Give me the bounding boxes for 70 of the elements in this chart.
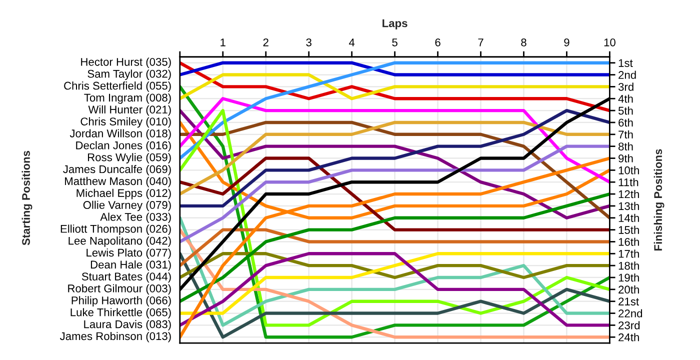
y-tick-label: 10th bbox=[618, 166, 639, 174]
series-label: Laura Davis (083) bbox=[84, 320, 171, 330]
y-tick-label: 3rd bbox=[618, 82, 634, 91]
series-label: Will Hunter (021) bbox=[88, 105, 171, 116]
y-tick-label: 20th bbox=[618, 285, 639, 294]
y-tick-label: 18th bbox=[618, 262, 639, 270]
line-series bbox=[180, 61, 610, 112]
y-tick-label: 8th bbox=[618, 142, 633, 150]
y-tick-label: 24th bbox=[618, 333, 639, 342]
series-label: Ross Wylie (059) bbox=[88, 153, 171, 164]
line-series bbox=[180, 120, 610, 196]
x-tick-label: 4 bbox=[348, 38, 355, 46]
y-tick-label: 15th bbox=[618, 226, 639, 234]
series-label: James Duncalfe (069) bbox=[63, 164, 171, 176]
series-label: Jordan Willson (018) bbox=[70, 129, 171, 140]
legend-title: Starting Positions bbox=[22, 150, 32, 246]
line-series bbox=[180, 156, 610, 232]
series-label: Alex Tee (033) bbox=[100, 212, 171, 224]
y-tick-label: 5th bbox=[618, 106, 633, 115]
line-series bbox=[180, 61, 610, 160]
line-series bbox=[180, 228, 610, 339]
line-series bbox=[180, 252, 610, 315]
y-tick-label: 16th bbox=[618, 238, 639, 246]
line-series bbox=[180, 192, 610, 303]
series-label: Dean Hale (031) bbox=[90, 260, 171, 271]
y-axis-title: Finishing Positions bbox=[654, 149, 664, 250]
x-tick-label: 7 bbox=[478, 38, 484, 46]
x-tick-label: 3 bbox=[306, 38, 312, 46]
series-label: Chris Smiley (010) bbox=[80, 117, 171, 128]
x-tick-label: 8 bbox=[521, 38, 526, 46]
y-tick-label: 4th bbox=[618, 94, 633, 103]
y-tick-label: 23rd bbox=[618, 321, 640, 330]
line-series bbox=[180, 144, 610, 244]
series-label: James Robinson (013) bbox=[60, 332, 171, 342]
series-label: Stuart Bates (044) bbox=[82, 272, 171, 283]
series-label: Tom Ingram (008) bbox=[84, 93, 171, 104]
y-tick-label: 11th bbox=[618, 178, 638, 186]
series-label: Philip Haworth (066) bbox=[72, 296, 171, 307]
series-label: Chris Setterfield (055) bbox=[64, 82, 171, 92]
x-axis-title: Laps bbox=[382, 19, 408, 30]
y-tick-label: 1st bbox=[618, 59, 633, 67]
y-tick-label: 13th bbox=[618, 202, 639, 210]
y-tick-label: 2nd bbox=[618, 70, 636, 79]
y-tick-label: 14th bbox=[618, 214, 639, 222]
series-label: Elliott Thompson (026) bbox=[60, 224, 171, 235]
series-label: Lewis Plato (077) bbox=[86, 248, 171, 259]
x-tick-label: 10 bbox=[604, 38, 616, 46]
y-tick-label: 22nd bbox=[618, 309, 642, 318]
series-label: Sam Taylor (032) bbox=[88, 70, 171, 80]
line-series bbox=[180, 97, 610, 184]
series-label: Michael Epps (012) bbox=[76, 188, 171, 200]
x-tick-label: 2 bbox=[263, 38, 268, 46]
y-tick-label: 17th bbox=[618, 250, 639, 258]
series-label: Lee Napolitano (042) bbox=[68, 236, 171, 247]
x-tick-label: 9 bbox=[564, 38, 570, 46]
series-label: Matthew Mason (040) bbox=[65, 176, 171, 188]
x-tick-label: 1 bbox=[220, 38, 226, 46]
series-label: Declan Jones (016) bbox=[76, 141, 171, 152]
x-tick-label: 5 bbox=[392, 38, 398, 46]
y-tick-label: 6th bbox=[618, 118, 633, 127]
series-label: Ollie Varney (079) bbox=[83, 200, 171, 212]
y-tick-label: 9th bbox=[618, 154, 633, 162]
y-tick-label: 21st bbox=[618, 298, 639, 306]
series-label: Robert Gilmour (003) bbox=[68, 284, 171, 295]
series-label: Hector Hurst (035) bbox=[81, 58, 171, 68]
y-tick-label: 19th bbox=[618, 273, 639, 282]
y-tick-label: 12th bbox=[618, 190, 639, 198]
x-tick-label: 6 bbox=[435, 38, 440, 46]
y-tick-label: 7th bbox=[618, 130, 633, 139]
series-label: Luke Thirkettle (065) bbox=[70, 308, 171, 318]
